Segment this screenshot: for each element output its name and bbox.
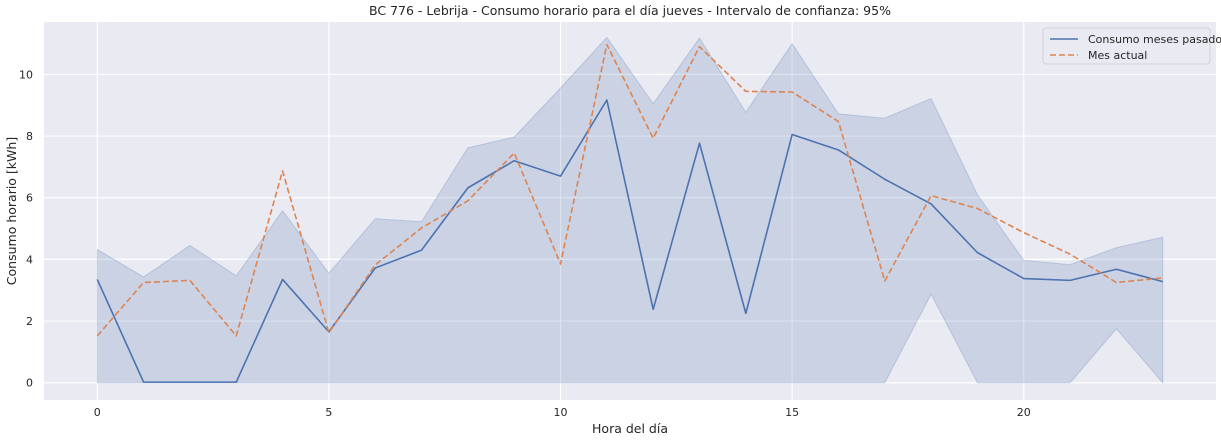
- grid: [44, 22, 1216, 400]
- y-tick-label: 4: [26, 253, 33, 266]
- confidence-band: [96, 36, 1164, 385]
- series-line-1: [96, 99, 1163, 383]
- x-tick-label: 5: [325, 406, 332, 419]
- plot-area: [44, 22, 1216, 400]
- series-lines: [96, 43, 1163, 383]
- x-tick-label: 20: [1017, 406, 1031, 419]
- legend-box: [1042, 27, 1211, 65]
- chart-title: BC 776 - Lebrija - Consumo horario para …: [369, 3, 891, 18]
- y-tick-label: 8: [26, 130, 33, 143]
- y-axis-ticks: 0 2 4 6 8 10: [19, 68, 33, 389]
- y-tick-label: 10: [19, 68, 33, 81]
- x-axis-ticks: 0 5 10 15 20: [94, 406, 1031, 419]
- x-tick-label: 10: [554, 406, 568, 419]
- y-tick-label: 0: [26, 377, 33, 390]
- legend-entry-1: Consumo meses pasados: [1088, 33, 1221, 46]
- y-tick-label: 6: [26, 192, 33, 205]
- x-tick-label: 15: [785, 406, 799, 419]
- series-line-2: [96, 43, 1163, 337]
- legend: Consumo meses pasados Mes actual: [1042, 27, 1221, 65]
- x-axis-label: Hora del día: [592, 421, 668, 436]
- confidence-band-area: [96, 36, 1164, 385]
- legend-entry-2: Mes actual: [1088, 49, 1147, 62]
- x-tick-label: 0: [94, 406, 101, 419]
- y-tick-label: 2: [26, 315, 33, 328]
- y-axis-label: Consumo horario [kWh]: [4, 137, 19, 285]
